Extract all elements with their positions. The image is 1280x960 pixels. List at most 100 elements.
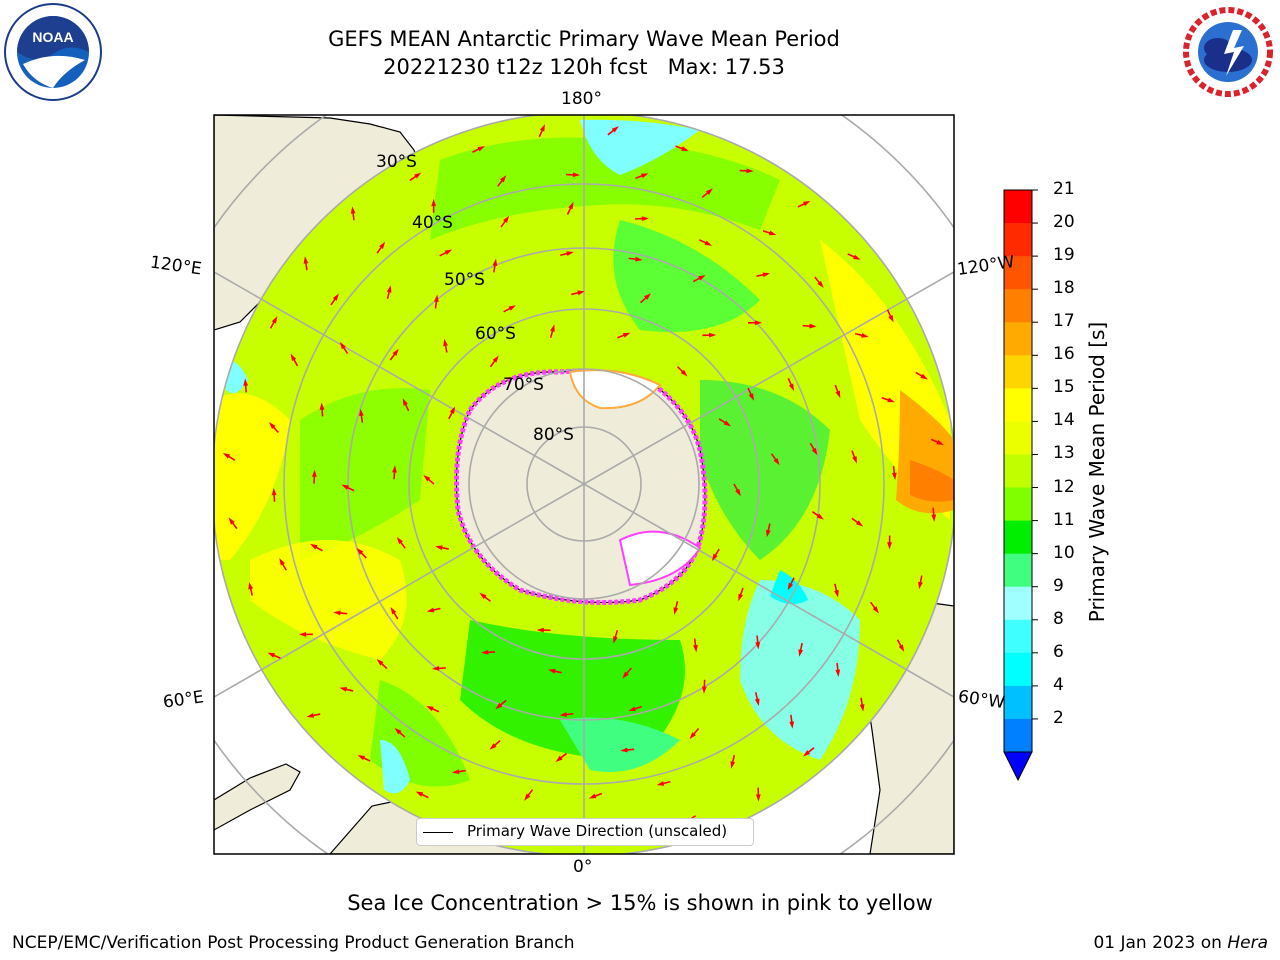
- wave-arrow-head: [640, 173, 649, 179]
- colorbar-segment: [1004, 223, 1032, 257]
- wave-arrow-head: [698, 275, 706, 281]
- map-frame: [213, 114, 955, 855]
- latitude-label-50s: 50°S: [444, 270, 485, 290]
- colorbar-tick-label: 6: [1053, 641, 1064, 662]
- noaa-logo: NOAA: [4, 3, 102, 101]
- colorbar-tick-label: 12: [1053, 476, 1075, 497]
- chart-subtitle: 20221230 t12z 120h fcst Max: 17.53: [383, 55, 785, 79]
- wave-arrow-head: [755, 794, 761, 802]
- wave-arrow-head: [426, 607, 435, 613]
- colorbar-tick-label: 20: [1053, 212, 1075, 233]
- colorbar-segment: [1004, 322, 1032, 356]
- wave-arrow-head: [620, 747, 628, 753]
- wave-arrow-head: [891, 472, 897, 481]
- legend-line-swatch: [423, 832, 453, 833]
- wave-arrow-head: [704, 240, 713, 246]
- wave-arrow-head: [339, 341, 346, 350]
- colorbar-extend-triangle: [1003, 751, 1033, 782]
- wave-arrow-head: [414, 172, 422, 179]
- colorbar-tick-label: 8: [1053, 608, 1064, 629]
- wave-arrow-head: [267, 652, 276, 658]
- wave-arrow-head: [396, 536, 403, 545]
- wave-arrow-head: [431, 665, 440, 671]
- colorbar-tick-label: 18: [1053, 278, 1075, 299]
- wave-arrow-head: [479, 592, 487, 600]
- wave-arrow-head: [754, 698, 760, 706]
- wave-arrow-head: [701, 686, 707, 694]
- wave-arrow-head: [693, 644, 698, 653]
- wave-arrow-head: [572, 172, 581, 178]
- colorbar-segment: [1004, 190, 1032, 224]
- wave-arrow-head: [431, 198, 437, 207]
- wave-arrow-head: [887, 397, 896, 403]
- wave-arrow-head: [861, 332, 869, 338]
- wave-arrow-head: [356, 547, 364, 555]
- wave-arrow-head: [524, 793, 531, 801]
- land-madagascar: [214, 763, 301, 831]
- colorbar-segment: [1004, 718, 1032, 753]
- colorbar-segment: [1004, 289, 1032, 323]
- chart-title: GEFS MEAN Antarctic Primary Wave Mean Pe…: [328, 27, 840, 51]
- wave-arrow-head: [711, 553, 718, 562]
- wave-arrow-head: [768, 230, 777, 236]
- wave-arrow-head: [622, 671, 629, 679]
- colorbar-tick-label: 10: [1053, 542, 1075, 563]
- wave-arrow-head: [495, 702, 503, 710]
- colorbar-tick-label: 9: [1053, 575, 1064, 596]
- wave-arrow-head: [872, 606, 879, 614]
- wave-arrow-head: [918, 581, 923, 590]
- wave-arrow-head: [788, 383, 794, 392]
- wave-arrow-head: [920, 373, 928, 380]
- wave-arrow-head: [835, 669, 841, 677]
- wave-arrow-head: [835, 390, 841, 399]
- wave-arrow-head: [306, 713, 315, 718]
- graticule: [214, 115, 954, 854]
- colorbar-tick-label: 15: [1053, 377, 1075, 398]
- wave-arrow-head: [376, 658, 384, 666]
- wave-arrow-head: [641, 216, 650, 222]
- wave-arrow-head: [357, 754, 366, 761]
- wave-arrow-head: [887, 542, 892, 550]
- wave-arrow-head: [709, 332, 717, 338]
- wave-arrow-head: [433, 294, 439, 302]
- wave-arrow-head: [379, 241, 386, 249]
- meridian-label-180: 180°: [561, 89, 602, 109]
- wave-arrow-head: [423, 474, 431, 482]
- colorbar-segment: [1004, 487, 1032, 522]
- wave-arrow-head: [451, 769, 460, 774]
- wave-arrow-head: [755, 642, 761, 650]
- colorbar-tick-label: 13: [1053, 443, 1075, 464]
- wave-arrow-head: [622, 332, 631, 338]
- wave-arrow-head: [548, 668, 556, 674]
- wave-arrow-head: [477, 146, 485, 152]
- wave-arrow-head: [402, 398, 408, 406]
- wave-arrow-head: [852, 254, 861, 260]
- wave-arrow-head: [613, 636, 618, 644]
- latitude-label-40s: 40°S: [412, 213, 453, 233]
- wave-arrow-head: [550, 324, 555, 332]
- wave-arrow-head: [222, 452, 231, 459]
- wave-arrow-head: [536, 627, 544, 633]
- wave-arrow-head: [766, 529, 771, 538]
- wave-arrow-head: [588, 793, 597, 799]
- colorbar-segment: [1004, 586, 1032, 621]
- nws-logo: [1180, 4, 1276, 100]
- latitude-label-80s: 80°S: [533, 425, 574, 445]
- wave-arrow-head: [611, 126, 619, 133]
- wave-arrow-head: [243, 378, 249, 386]
- wave-arrow-head: [481, 649, 489, 655]
- wave-arrow-head: [559, 712, 567, 717]
- colorbar-tick-label: 16: [1053, 344, 1075, 365]
- wave-arrow-head: [802, 200, 811, 207]
- wave-arrow-head: [738, 593, 743, 602]
- colorbar-segment: [1004, 685, 1032, 720]
- wave-arrow-head: [508, 305, 517, 311]
- wave-arrow-head: [705, 188, 713, 195]
- wave-arrow-head: [855, 520, 864, 527]
- legend-label: Primary Wave Direction (unscaled): [467, 822, 728, 840]
- wave-arrow-head: [888, 314, 894, 323]
- colorbar: [1003, 189, 1038, 782]
- wave-arrow-head: [748, 393, 754, 401]
- wave-arrow-head: [644, 293, 651, 300]
- svg-text:NOAA: NOAA: [32, 29, 73, 45]
